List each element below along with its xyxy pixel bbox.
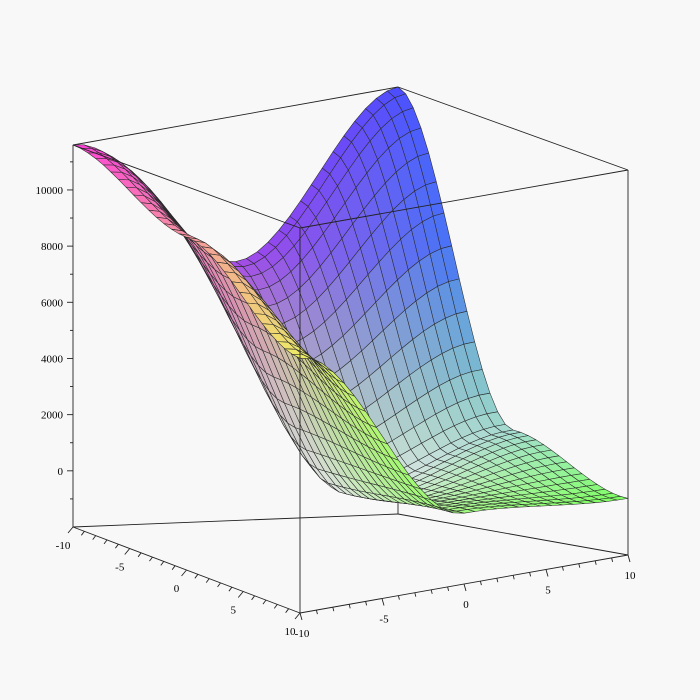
y-tick-label: 0 <box>463 599 469 611</box>
y-minor-tick <box>414 592 417 597</box>
surface-mesh <box>72 86 629 514</box>
z-tick-label: 2000 <box>41 410 64 422</box>
z-tick-label: 0 <box>58 466 64 478</box>
y-minor-tick <box>332 607 335 612</box>
z-axis: 0 2000 4000 6000 8000 10000 <box>36 161 73 500</box>
y-minor-tick <box>365 601 368 606</box>
box-edge <box>397 86 629 171</box>
box-edge <box>397 513 629 556</box>
y-minor-tick <box>611 557 614 563</box>
y-minor-tick <box>529 572 532 577</box>
x-minor-tick <box>194 574 199 579</box>
y-tick <box>627 554 631 563</box>
x-tick <box>181 569 187 577</box>
x-minor-tick <box>217 582 221 588</box>
y-tick <box>381 598 385 606</box>
z-tick-label: 8000 <box>41 241 64 253</box>
y-minor-tick <box>561 566 564 571</box>
x-minor-tick <box>115 543 119 549</box>
box-edge <box>72 513 399 528</box>
x-tick <box>124 548 131 555</box>
box-edge <box>299 169 629 229</box>
x-minor-tick <box>92 535 97 540</box>
z-tick-label: 4000 <box>41 353 64 365</box>
x-minor-tick <box>228 586 233 592</box>
y-tick-label: -5 <box>379 614 389 626</box>
x-tick-label: 10 <box>285 626 297 638</box>
y-minor-tick <box>578 563 581 568</box>
y-minor-tick <box>479 580 482 586</box>
x-minor-tick <box>205 578 210 583</box>
y-tick-label: -10 <box>295 628 310 640</box>
x-minor-tick <box>80 531 85 536</box>
box-edge <box>72 144 301 229</box>
x-minor-tick <box>171 565 176 570</box>
y-tick-label: 10 <box>625 570 637 582</box>
y-minor-tick <box>315 609 318 615</box>
bounding-box-front <box>72 144 629 613</box>
y-minor-tick <box>348 604 351 609</box>
x-minor-tick <box>262 599 267 605</box>
x-tick <box>294 612 301 620</box>
x-tick <box>237 591 244 598</box>
x-minor-tick <box>160 561 165 566</box>
x-tick-label: 0 <box>174 583 180 595</box>
x-tick-label: -10 <box>56 540 71 552</box>
y-minor-tick <box>496 578 499 583</box>
y-axis: -10 -5 0 5 10 <box>295 554 637 640</box>
y-minor-tick <box>430 589 433 594</box>
y-tick <box>299 612 303 621</box>
x-axis: -10 -5 0 5 10 <box>56 526 301 638</box>
x-tick-label: -5 <box>115 562 125 574</box>
y-minor-tick <box>594 560 597 565</box>
y-minor-tick <box>447 586 450 592</box>
z-tick-label: 6000 <box>41 297 64 309</box>
x-tick <box>67 526 74 534</box>
x-minor-tick <box>251 595 255 601</box>
x-minor-tick <box>103 539 108 545</box>
y-tick <box>545 569 549 577</box>
box-edge <box>72 86 399 146</box>
y-tick <box>463 583 467 592</box>
y-minor-tick <box>397 595 400 600</box>
y-minor-tick <box>512 575 515 580</box>
x-minor-tick <box>137 552 142 558</box>
x-minor-tick <box>273 604 278 609</box>
x-tick-label: 5 <box>231 605 237 617</box>
x-minor-tick <box>149 556 153 562</box>
x-minor-tick <box>285 608 290 613</box>
z-tick-label: 10000 <box>36 185 64 197</box>
y-tick-label: 5 <box>545 585 551 597</box>
